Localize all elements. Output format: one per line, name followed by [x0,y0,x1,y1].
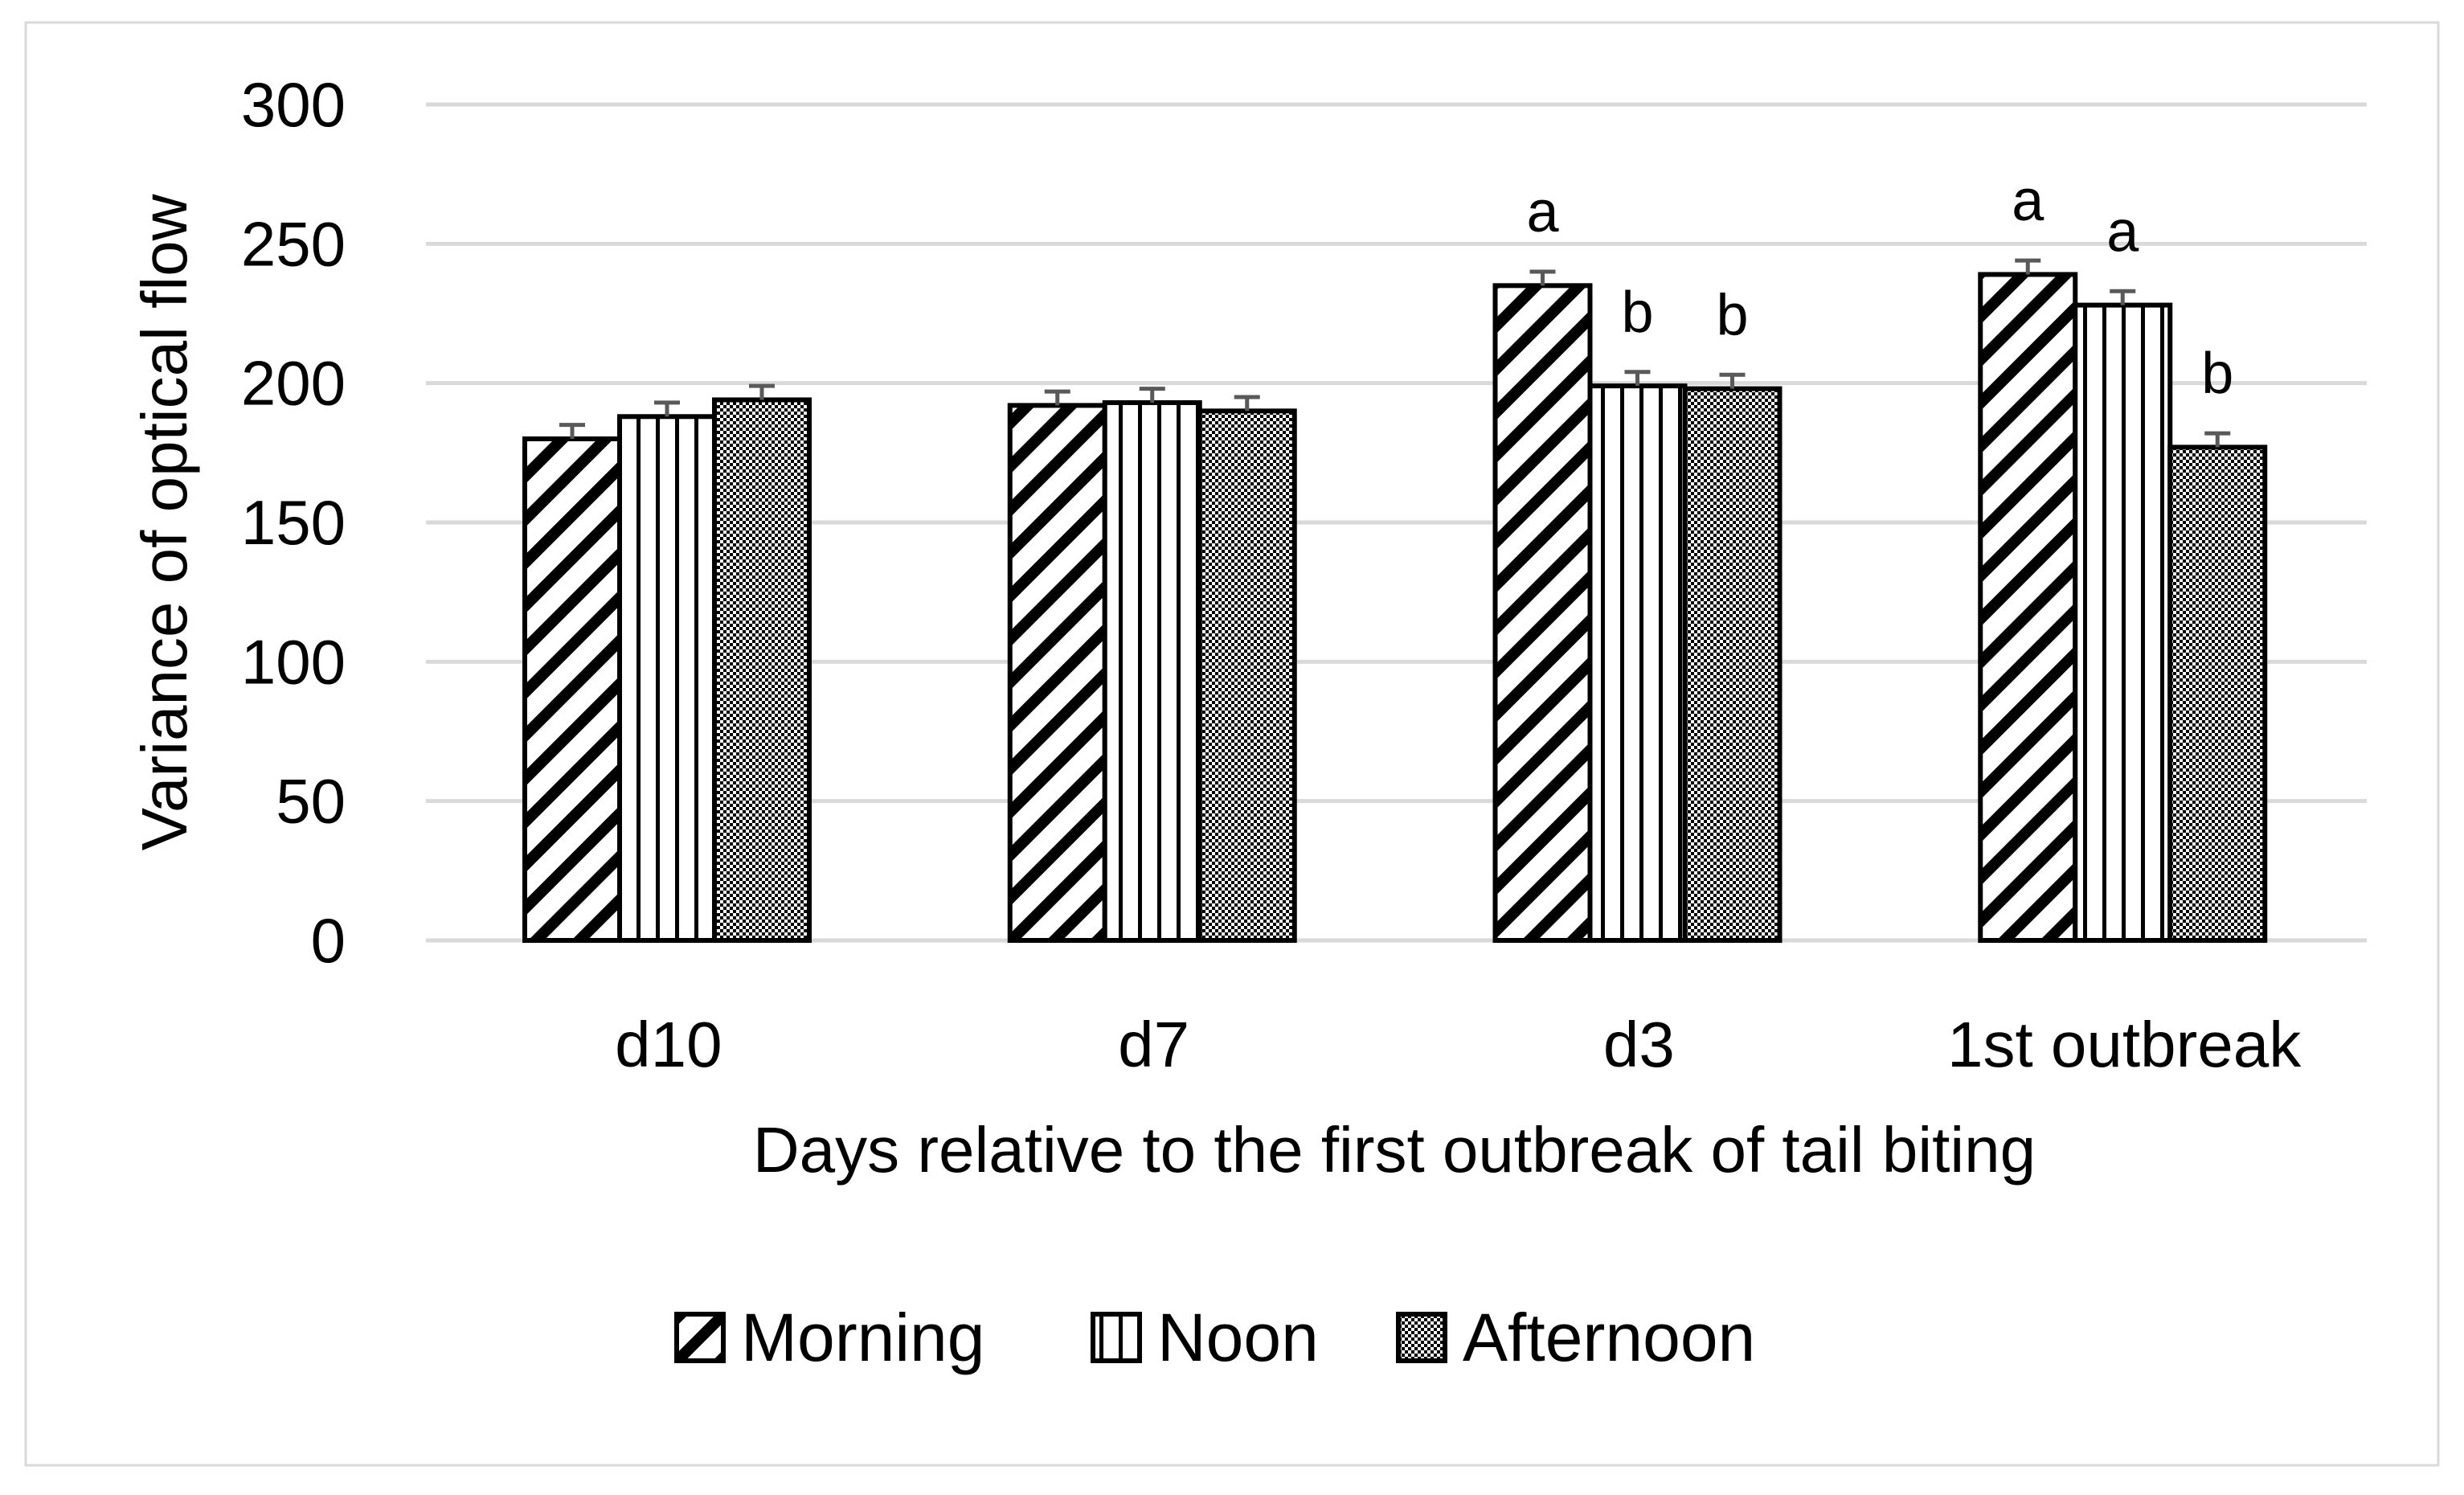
bar-noon-d10 [617,414,717,943]
legend-item-noon: Noon [1091,1300,1319,1375]
error-bar [2015,258,2041,275]
y-tick-label: 250 [241,208,346,279]
y-tick-label: 50 [276,766,346,837]
legend: Morning Noon Afternoon [674,1300,1755,1375]
bar-morning-d7 [1007,403,1107,943]
bar-morning-d10 [522,436,622,943]
legend-swatch [1396,1312,1447,1363]
bar-afternoon-d7 [1197,408,1297,944]
error-bars [559,258,2231,448]
bar-morning-1st-outbreak [1978,272,2078,943]
significance-label: b [1621,281,1653,345]
legend-swatch [1091,1312,1142,1363]
legend-item-afternoon: Afternoon [1396,1300,1755,1375]
significance-label: a [1526,180,1559,244]
y-tick-label: 200 [241,348,346,419]
legend-swatch [674,1312,726,1363]
error-bar [1234,395,1260,412]
y-tick-label: 150 [241,487,346,558]
significance-label: a [2106,199,2139,264]
significance-label: b [2201,342,2233,406]
y-tick-label: 0 [311,905,346,976]
bar-morning-d3 [1492,283,1593,944]
error-bar [2204,431,2231,448]
x-axis-ticks: d10 d7 d3 1st outbreak [615,1009,2302,1080]
x-axis-label: Days relative to the first outbreak of t… [753,1114,2036,1186]
error-bar [1719,372,1746,389]
error-bar [1624,370,1651,387]
legend-label: Morning [741,1300,984,1375]
x-tick-label: 1st outbreak [1947,1009,2302,1080]
significance-label: a [2012,169,2044,233]
bar-afternoon-d10 [712,397,812,943]
error-bar [559,423,585,439]
bar-afternoon-1st-outbreak [2167,444,2268,943]
x-tick-label: d7 [1118,1009,1189,1080]
error-bar [1139,387,1165,403]
bar-noon-1st-outbreak [2073,302,2173,944]
error-bar [749,383,775,400]
error-bar [1529,269,1556,286]
error-bar [654,400,680,417]
significance-labels: ab ba ab [1526,169,2233,406]
y-tick-label: 300 [241,69,346,140]
significance-label: b [1716,283,1748,347]
bar-afternoon-d3 [1682,386,1783,944]
y-tick-label: 100 [241,626,346,697]
y-axis-label: Variance of optical flow [129,194,200,850]
error-bar [2110,289,2136,305]
error-bar [1044,389,1070,406]
x-tick-label: d3 [1603,1009,1675,1080]
bars [522,272,2268,944]
x-tick-label: d10 [615,1009,722,1080]
bar-noon-d7 [1102,399,1202,943]
legend-item-morning: Morning [674,1300,984,1375]
legend-label: Noon [1157,1300,1319,1375]
y-axis-ticks: 0 50 100 150 200 250 300 [241,69,346,976]
legend-label: Afternoon [1463,1300,1755,1375]
bar-noon-d3 [1587,383,1688,943]
